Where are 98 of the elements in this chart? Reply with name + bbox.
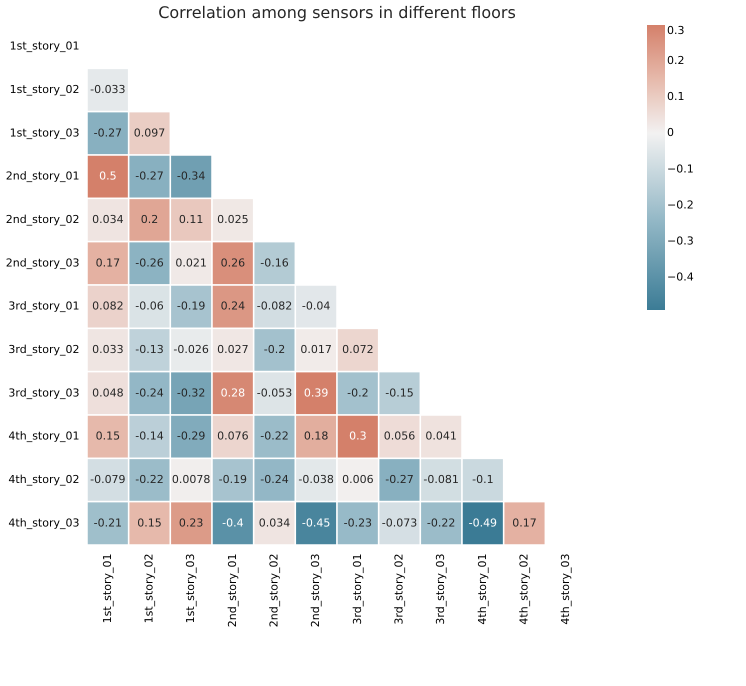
y-tick-label: 3rd_story_03 (8, 386, 80, 400)
data-label: -0.45 (302, 516, 330, 530)
data-label: 0.15 (96, 430, 120, 443)
data-label: -0.27 (385, 473, 414, 486)
data-label: -0.053 (256, 386, 292, 400)
data-label: 0.2 (140, 213, 158, 226)
data-label: 0.056 (384, 430, 416, 443)
data-label: 0.034 (92, 213, 124, 226)
data-label: -0.079 (90, 473, 126, 486)
data-label: -0.22 (260, 430, 289, 443)
data-label: 0.0078 (172, 473, 210, 486)
data-label: 0.28 (220, 386, 246, 400)
data-label: -0.15 (385, 386, 414, 400)
x-tick-label: 3rd_story_03 (434, 554, 448, 625)
color-bar-label: −0.2 (667, 198, 694, 212)
color-bar-label: −0.1 (667, 162, 694, 176)
y-tick-label: 2nd_story_01 (6, 170, 80, 183)
x-tick-label: 2nd_story_01 (226, 554, 239, 628)
data-label: -0.24 (135, 386, 164, 400)
y-tick-label: 4th_story_02 (8, 473, 80, 486)
y-tick-label: 1st_story_03 (10, 126, 80, 140)
color-bar-label: 0.2 (667, 54, 684, 68)
x-tick-label: 4th_story_03 (559, 554, 572, 625)
data-label: -0.2 (347, 386, 369, 400)
data-label: -0.038 (298, 473, 334, 486)
data-label: -0.26 (135, 256, 164, 270)
y-tick-label: 1st_story_02 (10, 83, 80, 96)
data-label: -0.29 (176, 430, 206, 443)
data-label: -0.49 (468, 516, 498, 530)
data-label: -0.1 (472, 473, 494, 486)
x-tick-label: 4th_story_01 (476, 554, 489, 625)
data-label: -0.16 (260, 256, 289, 270)
data-label: -0.21 (94, 516, 122, 530)
y-tick-label: 3rd_story_02 (8, 343, 80, 356)
data-label: 0.3 (349, 430, 367, 443)
data-label: -0.081 (423, 473, 459, 486)
data-label: 0.072 (342, 343, 374, 356)
data-label: 0.041 (425, 430, 457, 443)
data-label: -0.27 (94, 126, 122, 140)
y-tick-label: 2nd_story_03 (6, 256, 80, 270)
color-bar-label: 0.1 (667, 90, 684, 104)
x-tick-label: 3rd_story_01 (350, 554, 364, 625)
data-label: 0.027 (217, 343, 249, 356)
data-label: -0.23 (344, 516, 372, 530)
data-label: 0.15 (137, 516, 162, 530)
data-label: -0.24 (260, 473, 289, 486)
data-label: -0.22 (426, 516, 456, 530)
data-label: 0.082 (92, 300, 124, 313)
data-label: 0.025 (217, 213, 249, 226)
x-tick-label: 2nd_story_03 (309, 554, 322, 628)
data-label: 0.034 (258, 516, 290, 530)
data-label: 0.048 (92, 386, 124, 400)
data-label: 0.17 (96, 256, 120, 270)
data-label: 0.5 (99, 170, 117, 183)
data-label: 0.39 (304, 386, 328, 400)
data-label: 0.006 (342, 473, 374, 486)
color-bar-label: −0.3 (667, 234, 694, 248)
data-label: 0.26 (220, 256, 246, 270)
data-label: -0.27 (135, 170, 164, 183)
data-label: -0.32 (176, 386, 206, 400)
y-tick-label: 4th_story_03 (8, 516, 80, 530)
data-label: -0.4 (222, 516, 244, 530)
color-bar-label: 0.3 (667, 24, 684, 37)
x-tick-label: 1st_story_02 (142, 554, 156, 624)
data-label: -0.04 (302, 300, 330, 313)
data-label: -0.026 (173, 343, 209, 356)
x-tick-label: 1st_story_03 (184, 554, 198, 624)
data-label: 0.097 (134, 126, 166, 140)
color-bar-label: −0.4 (667, 270, 694, 284)
data-label: 0.076 (217, 430, 249, 443)
data-label: 0.11 (178, 213, 204, 226)
data-label: 0.033 (92, 343, 124, 356)
y-tick-label: 1st_story_01 (10, 40, 80, 53)
y-tick-label: 3rd_story_01 (8, 300, 80, 313)
data-label: -0.06 (135, 300, 164, 313)
x-tick-label: 4th_story_02 (518, 554, 530, 625)
color-bar-label: 0 (667, 126, 674, 140)
data-label: -0.22 (135, 473, 164, 486)
data-label: -0.19 (176, 300, 206, 313)
data-label: 0.017 (300, 343, 332, 356)
data-label: -0.073 (382, 516, 418, 530)
x-tick-label: 2nd_story_02 (268, 554, 280, 628)
y-tick-label: 2nd_story_02 (6, 213, 80, 226)
data-label: 0.24 (220, 300, 246, 313)
data-label: -0.2 (264, 343, 286, 356)
data-label: -0.34 (176, 170, 206, 183)
y-tick-label: 4th_story_01 (8, 430, 80, 443)
data-label: -0.13 (135, 343, 164, 356)
data-label: 0.23 (178, 516, 204, 530)
x-tick-label: 3rd_story_02 (392, 554, 406, 625)
chart-title: Correlation among sensors in different floors (158, 3, 516, 22)
data-label: 0.18 (304, 430, 328, 443)
data-label: -0.14 (135, 430, 164, 443)
data-label: -0.033 (90, 83, 126, 96)
data-label: -0.19 (218, 473, 248, 486)
data-label: 0.17 (512, 516, 537, 530)
data-label: 0.021 (175, 256, 207, 270)
data-label: -0.082 (256, 300, 292, 313)
